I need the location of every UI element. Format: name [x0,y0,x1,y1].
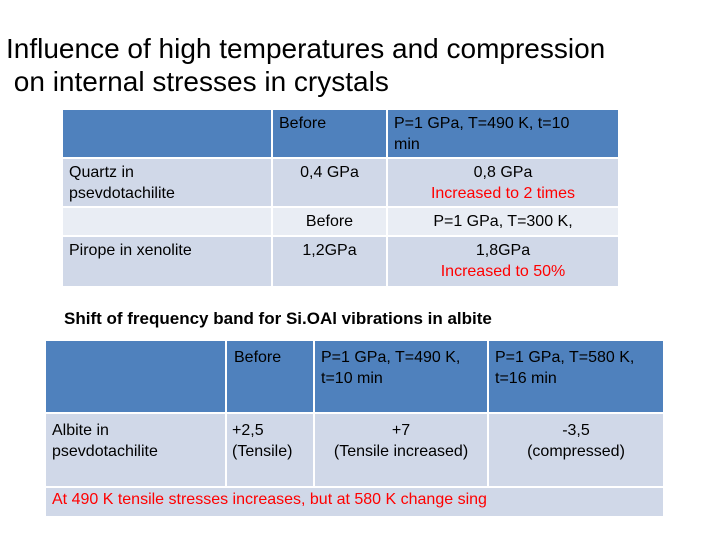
table2-header-empty [46,341,225,412]
table2-albite-580k: -3,5 (compressed) [489,414,663,486]
table2-albite-490k: +7 (Tensile increased) [315,414,487,486]
table1-quartz-label: Quartz in psevdotachilite [63,159,271,206]
table1-pirope-before: 1,2GPa [273,237,386,286]
table1-header-empty [63,110,271,157]
table1-subheader-condition: P=1 GPa, T=300 K, [388,208,618,235]
conclusion-note: At 490 K tensile stresses increases, but… [46,488,663,516]
table1-header-before: Before [273,110,386,157]
table2-header-490k: P=1 GPa, T=490 K, t=10 min [315,341,487,412]
table1-subheader-empty [63,208,271,235]
table1-quartz-before: 0,4 GPa [273,159,386,206]
table1-quartz-after: 0,8 GPa Increased to 2 times [388,159,618,206]
table1-subheader-before: Before [273,208,386,235]
section-title: Shift of frequency band for Si.OAl vibra… [64,309,492,328]
table2-albite-before: +2,5 (Tensile) [227,414,313,486]
table1-header-condition: P=1 GPa, T=490 K, t=10 min [388,110,618,157]
table2-albite-label: Albite in psevdotachilite [46,414,225,486]
table2-header-before: Before [227,341,313,412]
title-line-2: on internal stresses in crystals [6,66,389,97]
table2-header-580k: P=1 GPa, T=580 K, t=16 min [489,341,663,412]
table1-pirope-label: Pirope in xenolite [63,237,271,286]
title-line-1: Influence of high temperatures and compr… [6,33,606,64]
page-title: Influence of high temperatures and compr… [6,32,716,98]
table1-pirope-after: 1,8GPa Increased to 50% [388,237,618,286]
